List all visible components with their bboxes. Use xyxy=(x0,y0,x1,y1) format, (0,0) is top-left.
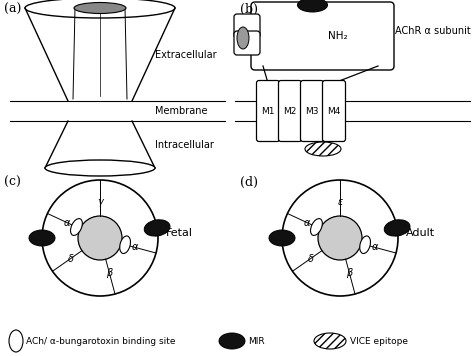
Ellipse shape xyxy=(71,219,82,235)
FancyBboxPatch shape xyxy=(256,80,280,141)
Text: MIR: MIR xyxy=(248,336,264,346)
Text: (d): (d) xyxy=(240,176,258,189)
Text: M3: M3 xyxy=(305,106,319,115)
Text: AChR α subunit: AChR α subunit xyxy=(395,26,471,36)
FancyBboxPatch shape xyxy=(301,80,323,141)
Ellipse shape xyxy=(269,230,295,246)
FancyBboxPatch shape xyxy=(234,14,260,38)
FancyBboxPatch shape xyxy=(251,2,394,70)
Text: δ: δ xyxy=(308,253,313,264)
Text: Extracellular: Extracellular xyxy=(155,49,217,59)
Text: γ: γ xyxy=(97,197,103,207)
Text: α: α xyxy=(132,242,138,252)
Ellipse shape xyxy=(144,220,170,236)
Ellipse shape xyxy=(237,27,249,49)
Ellipse shape xyxy=(310,219,322,235)
Text: ε: ε xyxy=(337,197,343,207)
Ellipse shape xyxy=(314,333,346,349)
Text: VICE epitope: VICE epitope xyxy=(350,336,408,346)
Text: Adult: Adult xyxy=(406,228,435,238)
Text: ACh/ α-bungarotoxin binding site: ACh/ α-bungarotoxin binding site xyxy=(26,336,175,346)
Text: M1: M1 xyxy=(261,106,275,115)
Ellipse shape xyxy=(305,142,341,156)
Circle shape xyxy=(42,180,158,296)
Text: (a): (a) xyxy=(4,3,21,16)
Ellipse shape xyxy=(25,0,175,18)
Text: M4: M4 xyxy=(328,106,341,115)
Ellipse shape xyxy=(120,236,130,253)
Text: α: α xyxy=(304,218,310,228)
Text: α: α xyxy=(64,218,71,228)
Text: NH₂: NH₂ xyxy=(328,31,347,41)
Text: β: β xyxy=(106,268,112,278)
FancyBboxPatch shape xyxy=(234,31,260,55)
FancyBboxPatch shape xyxy=(322,80,346,141)
Text: M2: M2 xyxy=(283,106,297,115)
Text: Fetal: Fetal xyxy=(166,228,193,238)
Circle shape xyxy=(78,216,122,260)
Ellipse shape xyxy=(29,230,55,246)
Text: (b): (b) xyxy=(240,3,258,16)
Text: β: β xyxy=(346,268,353,278)
Text: (c): (c) xyxy=(4,176,21,189)
FancyBboxPatch shape xyxy=(279,80,301,141)
Text: Intracellular: Intracellular xyxy=(155,140,214,150)
Ellipse shape xyxy=(45,160,155,176)
Text: α: α xyxy=(372,242,378,252)
Ellipse shape xyxy=(298,0,328,12)
Ellipse shape xyxy=(219,333,245,349)
Circle shape xyxy=(318,216,362,260)
Ellipse shape xyxy=(74,2,126,14)
Circle shape xyxy=(282,180,398,296)
Text: Membrane: Membrane xyxy=(155,106,208,116)
Ellipse shape xyxy=(384,220,410,236)
Ellipse shape xyxy=(360,236,371,253)
Text: δ: δ xyxy=(67,253,73,264)
Ellipse shape xyxy=(9,330,23,352)
